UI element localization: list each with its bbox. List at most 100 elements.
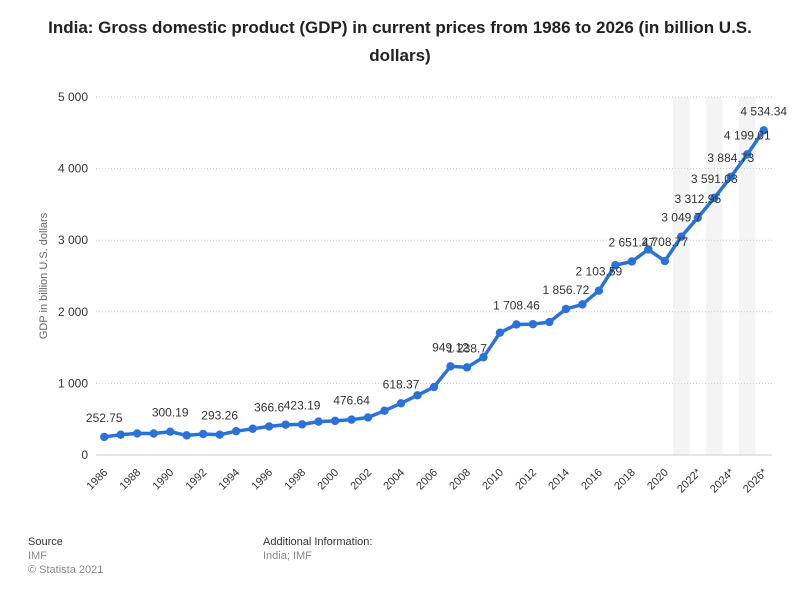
data-point xyxy=(363,413,373,422)
x-tick-label: 1986 xyxy=(85,467,111,493)
y-tick-label: 4 000 xyxy=(58,162,88,176)
data-point xyxy=(545,317,554,327)
x-tick-label: 2020 xyxy=(645,467,671,493)
data-label: 2 103.59 xyxy=(576,265,623,279)
data-label: 1 238.7 xyxy=(447,341,487,355)
x-tick-label: 2000 xyxy=(315,467,341,493)
data-point xyxy=(677,232,686,241)
data-point xyxy=(396,399,406,408)
x-tick-label: 2010 xyxy=(480,467,506,493)
source-value[interactable]: IMF xyxy=(28,550,47,562)
data-point xyxy=(297,420,307,429)
data-point xyxy=(594,286,604,295)
x-tick-label: 1990 xyxy=(151,467,177,493)
data-point xyxy=(462,363,472,372)
data-label: 949.12 xyxy=(432,340,469,354)
data-point xyxy=(512,320,521,329)
data-point xyxy=(528,319,538,329)
x-tick-label: 1996 xyxy=(249,467,275,493)
data-label: 2 708.77 xyxy=(641,235,688,249)
data-label: 1 856.72 xyxy=(543,283,590,297)
data-label: 3 591.03 xyxy=(691,172,738,186)
x-tick-label: 2018 xyxy=(612,467,638,493)
data-point xyxy=(759,126,768,135)
data-point xyxy=(413,391,422,400)
data-point xyxy=(693,213,703,222)
data-label: 252.75 xyxy=(86,411,123,425)
x-tick-label: 2002 xyxy=(348,467,374,493)
gdp-line-chart: 0 1 000 2 000 3 000 4 000 5 000 GDP in billion… xyxy=(38,90,787,495)
data-point xyxy=(611,260,620,270)
data-label: 366.6 xyxy=(254,400,284,414)
y-tick-label: 3 000 xyxy=(58,233,88,247)
x-tick-label: 1998 xyxy=(282,467,308,493)
data-point xyxy=(116,430,125,439)
data-point xyxy=(446,362,455,371)
data-point xyxy=(330,416,340,426)
data-label: 4 534.34 xyxy=(740,104,787,118)
data-point xyxy=(215,430,224,439)
data-label: 300.19 xyxy=(152,406,189,420)
data-point xyxy=(561,304,571,314)
data-point xyxy=(660,256,670,266)
data-point xyxy=(743,150,752,159)
y-tick-label: 5 000 xyxy=(58,90,88,104)
copyright-text[interactable]: © Statista 2021 xyxy=(28,564,104,576)
source-label: Source xyxy=(28,536,63,548)
x-tick-label: 2014 xyxy=(546,467,572,493)
data-label: 2 651.47 xyxy=(608,235,655,249)
x-tick-label: 2024* xyxy=(708,466,737,495)
y-tick-label: 1 000 xyxy=(58,376,88,390)
data-point xyxy=(495,328,505,337)
data-label: 1 708.46 xyxy=(493,298,540,312)
additional-info-block: Additional Information: India; IMF xyxy=(263,535,372,563)
data-point xyxy=(578,300,587,309)
x-tick-label: 2016 xyxy=(579,467,605,493)
data-point xyxy=(231,426,241,436)
data-point xyxy=(133,429,142,438)
source-block: Source IMF © Statista 2021 xyxy=(28,535,103,577)
x-tick-label: 1992 xyxy=(183,467,209,493)
data-label: 4 199.01 xyxy=(724,128,771,142)
forecast-band xyxy=(673,97,690,455)
data-point xyxy=(347,415,356,424)
y-tick-label: 2 000 xyxy=(58,305,88,319)
x-tick-label: 1994 xyxy=(216,467,242,493)
data-point xyxy=(281,420,290,429)
additional-info-value: India; IMF xyxy=(263,550,312,562)
y-axis-label: GDP in billion U.S. dollars xyxy=(38,212,50,339)
x-tick-label: 2008 xyxy=(447,467,473,493)
x-tick-label: 1988 xyxy=(118,467,144,493)
data-label: 618.37 xyxy=(383,377,420,391)
forecast-band xyxy=(706,97,723,455)
data-label: 293.26 xyxy=(201,409,238,423)
data-label: 3 312.95 xyxy=(674,192,721,206)
data-point xyxy=(644,245,653,254)
data-point xyxy=(479,353,488,362)
data-point xyxy=(149,429,158,438)
data-point xyxy=(314,417,323,426)
data-label: 3 884.73 xyxy=(707,151,754,165)
data-point xyxy=(726,172,735,182)
data-point xyxy=(165,427,175,436)
data-point xyxy=(380,406,389,415)
data-label: 3 049.7 xyxy=(661,211,701,225)
data-label: 423.19 xyxy=(284,398,321,412)
x-tick-label: 2022* xyxy=(675,466,704,495)
data-point xyxy=(264,422,274,431)
data-point xyxy=(710,193,719,203)
data-point xyxy=(198,429,208,439)
data-point xyxy=(429,382,439,392)
x-tick-label: 2006 xyxy=(414,467,440,493)
additional-info-label: Additional Information: xyxy=(263,536,373,548)
data-point xyxy=(182,431,191,440)
x-tick-label: 2012 xyxy=(513,467,539,493)
chart-title: India: Gross domestic product (GDP) in c… xyxy=(48,18,752,65)
data-point xyxy=(248,424,257,433)
forecast-band xyxy=(739,97,756,455)
data-point xyxy=(627,257,637,266)
data-label: 476.64 xyxy=(333,394,370,408)
y-tick-label: 0 xyxy=(81,448,88,462)
x-tick-label: 2004 xyxy=(381,467,407,493)
x-tick-label: 2026* xyxy=(741,466,770,495)
